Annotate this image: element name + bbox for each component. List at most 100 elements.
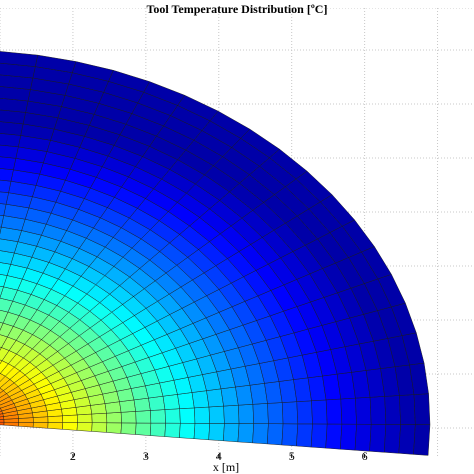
mesh-cell (355, 397, 372, 425)
mesh-cell (106, 412, 122, 424)
mesh-cell (91, 412, 108, 424)
mesh-cell (120, 411, 137, 424)
mesh-cell (369, 424, 387, 453)
mesh-cell (177, 392, 195, 409)
mesh-cell (0, 133, 21, 148)
chart-title: Tool Temperature Distribution [ºC] (147, 2, 328, 16)
mesh-cell (62, 422, 78, 431)
mesh-cell (0, 215, 4, 228)
mesh-cell (0, 109, 26, 125)
mesh-cell (0, 238, 19, 254)
mesh-cell (0, 250, 15, 265)
mesh-cell (281, 401, 299, 425)
mesh-cell (0, 322, 4, 331)
x-tick-label: 5 (289, 449, 295, 463)
mesh-cell (0, 144, 19, 159)
mesh-cell (413, 393, 431, 425)
x-tick-label: 2 (70, 449, 76, 463)
mesh-cell (237, 423, 254, 444)
mesh-cell (135, 410, 152, 424)
mesh-cell (0, 226, 2, 235)
mesh-cell (164, 408, 181, 424)
x-tick-label: 3 (143, 449, 149, 463)
mesh-cell (325, 423, 343, 450)
mesh-cell (296, 423, 313, 448)
mesh-cell (191, 390, 210, 409)
mesh-cell (106, 422, 122, 434)
mesh-cell (369, 396, 387, 425)
mesh-cell (0, 346, 2, 351)
mesh-cell (0, 74, 34, 90)
mesh-cell (0, 262, 11, 276)
mesh-cell (252, 423, 269, 445)
mesh-cell (150, 409, 166, 424)
mesh-cell (208, 423, 225, 442)
mesh-cell (120, 422, 137, 435)
mesh-cell (179, 422, 196, 439)
mesh-cell (91, 422, 108, 433)
mesh-cell (0, 62, 36, 79)
mesh-cell (0, 168, 14, 182)
mesh-cell (267, 402, 284, 425)
mesh-cell (162, 394, 180, 410)
mesh-cell (223, 404, 240, 424)
mesh-cell (0, 121, 24, 136)
mesh-cell (311, 399, 328, 425)
mesh-cell (310, 423, 328, 449)
mesh-cell (133, 397, 151, 412)
mesh-cell (325, 398, 343, 425)
mesh-cell (206, 388, 224, 408)
mesh-cell (179, 407, 196, 424)
mesh-cell (208, 405, 225, 424)
x-axis-label: x [m] (213, 460, 239, 474)
mesh-cell (252, 403, 269, 424)
mesh-cell (0, 86, 31, 102)
mesh-cell (0, 97, 29, 113)
mesh-cell (0, 51, 38, 67)
mesh-cell (47, 422, 64, 430)
mesh-cell (384, 395, 401, 425)
mesh-cell (62, 414, 78, 423)
mesh-cell (296, 400, 313, 425)
mesh-cell (223, 423, 240, 443)
mesh-cell (340, 397, 357, 425)
mesh-cell (281, 423, 299, 447)
mesh-cell (32, 422, 49, 429)
mesh-cell (398, 424, 416, 455)
mesh-cell (0, 274, 8, 288)
mesh-cell (164, 422, 181, 438)
mesh-cell (0, 309, 9, 324)
mesh-cell (0, 421, 5, 426)
mesh-cell (399, 394, 416, 425)
mesh-cell (135, 422, 152, 436)
mesh-cell (0, 334, 8, 348)
mesh-cell (0, 285, 4, 299)
mesh-cell (47, 415, 64, 423)
mesh-cell (18, 422, 34, 428)
mesh-cell (0, 297, 14, 313)
x-tick-label: 4 (216, 449, 222, 463)
mesh-cell (383, 424, 401, 454)
temperature-mesh (0, 51, 431, 456)
mesh-cell (340, 423, 357, 451)
mesh-cell (119, 399, 136, 413)
mesh-cell (0, 359, 3, 365)
mesh-cell (76, 413, 93, 423)
mesh-cell (0, 419, 5, 423)
mesh-cell (266, 423, 284, 446)
mesh-cell (76, 422, 93, 432)
mesh-cell (194, 406, 210, 424)
mesh-cell (0, 191, 9, 205)
mesh-cell (0, 156, 17, 171)
mesh-cell (0, 387, 4, 394)
x-axis-ticks: 2 3 4 5 6 (70, 449, 368, 463)
mesh-cell (193, 423, 210, 441)
mesh-cell (149, 422, 166, 437)
mesh-cell (220, 386, 239, 407)
mesh-cell (354, 423, 372, 452)
mesh-cell (0, 203, 7, 216)
mesh-cell (238, 404, 254, 424)
mesh-cell (148, 395, 166, 411)
mesh-cell (0, 179, 12, 193)
